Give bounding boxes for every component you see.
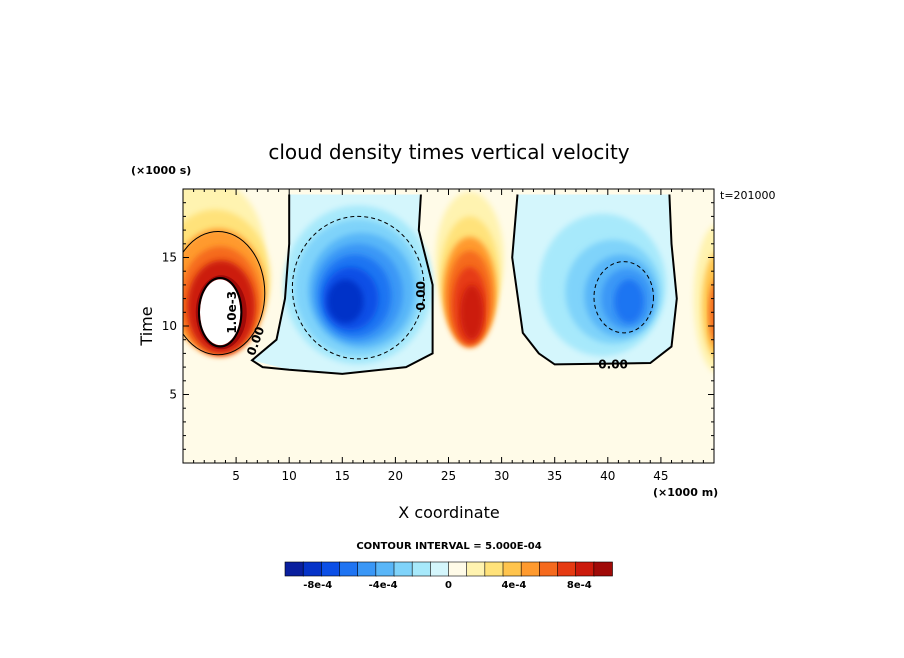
colorbar-swatch (411, 561, 432, 577)
contour-label: 1.0e-3 (225, 291, 239, 334)
colorbar-swatch (502, 561, 522, 577)
downdraft-right-l5 (614, 279, 644, 324)
colorbar-swatch (466, 561, 486, 577)
y-tick-label: 5 (169, 388, 177, 402)
colorbar-swatch (484, 561, 504, 577)
colorbar-swatch (430, 561, 450, 577)
pos-contour-left-core (197, 277, 243, 348)
colorbar-swatch (321, 561, 341, 577)
colorbar-swatch (375, 561, 395, 577)
x-tick-label: 5 (232, 469, 240, 483)
updraft-right-l1 (702, 253, 714, 358)
colorbar-swatch (357, 561, 377, 577)
colorbar-tick-label: -8e-4 (303, 580, 332, 591)
updraft-right-l0 (693, 224, 714, 373)
colorbar-swatch (448, 561, 468, 577)
colorbar-swatch (284, 561, 304, 577)
chart-title: cloud density times vertical velocity (268, 140, 629, 164)
colorbar-swatch (575, 561, 595, 577)
time-stamp: t=201000 (720, 189, 776, 202)
colorbar-tick-label: 4e-4 (501, 580, 526, 591)
x-tick-label: 45 (653, 469, 668, 483)
x-tick-label: 35 (547, 469, 562, 483)
x-tick-label: 25 (441, 469, 456, 483)
x-tick-label: 15 (335, 469, 350, 483)
colorbar-tick-label: -4e-4 (369, 580, 398, 591)
y-unit-label: (×1000 s) (131, 164, 191, 177)
x-tick-label: 20 (388, 469, 403, 483)
x-unit-label: (×1000 m) (653, 486, 718, 499)
colorbar-tick-label: 0 (445, 580, 452, 591)
pos-contour-left (183, 230, 266, 356)
colorbar-swatch (393, 561, 413, 577)
x-tick-label: 40 (600, 469, 615, 483)
contour-label: 0.00 (598, 357, 628, 371)
y-axis-label: Time (137, 306, 156, 346)
colorbar-swatch (557, 561, 577, 577)
colorbar-swatch (520, 561, 541, 577)
downdraft-left-l7 (327, 279, 364, 324)
y-tick-label: 10 (162, 319, 177, 333)
neg-contour-right (593, 261, 654, 334)
zero-contour-right (511, 194, 678, 366)
contour-label: 0.00 (414, 281, 428, 311)
colorbar: -8e-4 -4e-4 0 4e-4 8e-4 (284, 561, 613, 591)
updraft-left-core (199, 279, 241, 346)
colorbar-swatch (539, 561, 559, 577)
colorbar-swatch (302, 561, 323, 577)
neg-contour-left (291, 215, 425, 360)
field-layer: 0.000.000.001.0e-3 (183, 189, 714, 375)
x-axis-label: X coordinate (398, 503, 499, 522)
x-tick-label: 10 (282, 469, 297, 483)
colorbar-tick-label: 8e-4 (567, 580, 592, 591)
updraft-mid-l5 (460, 284, 484, 340)
colorbar-swatch (593, 561, 613, 577)
x-axis: 5 10 15 20 25 30 35 40 45 (193, 189, 704, 483)
x-tick-label: 30 (494, 469, 509, 483)
y-axis: 5 10 15 (162, 202, 714, 450)
contour-interval-label: CONTOUR INTERVAL = 5.000E-04 (356, 541, 541, 552)
colorbar-swatch (339, 561, 359, 577)
y-tick-label: 15 (162, 251, 177, 265)
zero-contour-left (250, 194, 434, 375)
